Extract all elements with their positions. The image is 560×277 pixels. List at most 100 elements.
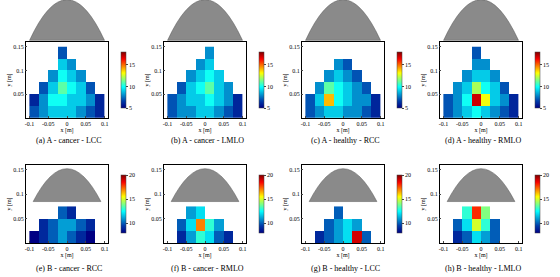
svg-text:y [m]: y [m] (420, 197, 427, 210)
svg-text:-0.1: -0.1 (25, 246, 35, 252)
svg-text:-0.05: -0.05 (456, 246, 469, 252)
svg-text:0.15: 0.15 (289, 44, 300, 50)
svg-text:0.05: 0.05 (81, 121, 92, 127)
svg-text:0: 0 (342, 246, 345, 252)
svg-text:0.1: 0.1 (292, 191, 300, 197)
svg-text:-0.1: -0.1 (163, 246, 173, 252)
svg-text:x [m]: x [m] (198, 127, 211, 134)
svg-text:0.1: 0.1 (239, 246, 247, 252)
svg-text:0: 0 (204, 121, 207, 127)
svg-text:0.05: 0.05 (151, 216, 162, 222)
svg-text:y [m]: y [m] (144, 197, 151, 210)
svg-text:20: 20 (543, 172, 549, 178)
svg-text:20: 20 (267, 172, 273, 178)
svg-text:0.05: 0.05 (219, 246, 230, 252)
svg-text:5: 5 (267, 105, 270, 111)
svg-text:0.05: 0.05 (427, 216, 438, 222)
svg-text:x [m]: x [m] (60, 252, 73, 259)
svg-text:-0.1: -0.1 (439, 121, 449, 127)
svg-text:0: 0 (342, 121, 345, 127)
svg-text:20: 20 (405, 172, 411, 178)
svg-text:x [m]: x [m] (198, 252, 211, 259)
svg-text:20: 20 (129, 172, 135, 178)
svg-text:0.1: 0.1 (154, 191, 162, 197)
svg-text:y [m]: y [m] (144, 73, 151, 86)
svg-text:y [m]: y [m] (282, 197, 289, 210)
svg-text:0.1: 0.1 (292, 68, 300, 74)
svg-text:y [m]: y [m] (6, 73, 13, 86)
svg-text:0.05: 0.05 (219, 121, 230, 127)
svg-text:-0.05: -0.05 (42, 246, 55, 252)
svg-text:15: 15 (267, 62, 273, 68)
svg-text:0.05: 0.05 (289, 216, 300, 222)
svg-text:10: 10 (405, 84, 411, 90)
svg-text:10: 10 (543, 220, 549, 226)
svg-text:-0.1: -0.1 (163, 121, 173, 127)
svg-text:0.15: 0.15 (13, 167, 24, 173)
svg-text:0.1: 0.1 (239, 121, 247, 127)
svg-text:-0.05: -0.05 (456, 121, 469, 127)
svg-text:0.05: 0.05 (81, 246, 92, 252)
svg-text:(a) A - cancer - LCC: (a) A - cancer - LCC (36, 136, 102, 145)
svg-text:10: 10 (267, 84, 273, 90)
svg-text:(h) B - healthy - LMLO: (h) B - healthy - LMLO (445, 264, 521, 273)
svg-text:0.1: 0.1 (16, 191, 24, 197)
svg-text:-0.05: -0.05 (42, 121, 55, 127)
svg-text:-0.05: -0.05 (180, 121, 193, 127)
svg-text:-0.1: -0.1 (25, 121, 35, 127)
svg-text:0.05: 0.05 (495, 121, 506, 127)
svg-text:y [m]: y [m] (420, 73, 427, 86)
svg-text:x [m]: x [m] (474, 252, 487, 259)
svg-text:(b) A - cancer - LMLO: (b) A - cancer - LMLO (171, 136, 244, 145)
svg-text:15: 15 (543, 196, 549, 202)
svg-text:0.15: 0.15 (151, 44, 162, 50)
svg-text:0.05: 0.05 (151, 91, 162, 97)
svg-text:0.05: 0.05 (289, 91, 300, 97)
svg-text:y [m]: y [m] (6, 197, 13, 210)
svg-text:15: 15 (405, 196, 411, 202)
svg-text:0.05: 0.05 (357, 246, 368, 252)
svg-text:15: 15 (543, 62, 549, 68)
svg-text:0: 0 (66, 121, 69, 127)
svg-text:0: 0 (204, 246, 207, 252)
svg-text:0.1: 0.1 (16, 68, 24, 74)
svg-text:5: 5 (405, 105, 408, 111)
svg-text:0.15: 0.15 (13, 44, 24, 50)
svg-text:0.15: 0.15 (427, 44, 438, 50)
svg-text:10: 10 (543, 84, 549, 90)
svg-text:5: 5 (129, 105, 132, 111)
svg-text:-0.05: -0.05 (180, 246, 193, 252)
svg-text:x [m]: x [m] (336, 127, 349, 134)
svg-text:(g) B - healthy - LCC: (g) B - healthy - LCC (311, 264, 380, 273)
svg-text:(c) A - healthy - RCC: (c) A - healthy - RCC (311, 136, 380, 145)
svg-text:15: 15 (267, 196, 273, 202)
svg-text:-0.1: -0.1 (439, 246, 449, 252)
svg-text:0.1: 0.1 (430, 191, 438, 197)
svg-text:-0.05: -0.05 (318, 246, 331, 252)
svg-text:y [m]: y [m] (282, 73, 289, 86)
svg-text:(e) B - cancer - RCC: (e) B - cancer - RCC (36, 264, 102, 273)
svg-text:0.1: 0.1 (101, 246, 109, 252)
svg-text:0.1: 0.1 (515, 246, 523, 252)
svg-text:0.1: 0.1 (154, 68, 162, 74)
svg-text:x [m]: x [m] (60, 127, 73, 134)
svg-text:0.1: 0.1 (377, 246, 385, 252)
svg-text:(f) B - cancer - RMLO: (f) B - cancer - RMLO (171, 264, 244, 273)
svg-text:15: 15 (129, 196, 135, 202)
svg-text:0.05: 0.05 (13, 216, 24, 222)
svg-text:15: 15 (405, 62, 411, 68)
svg-text:0.05: 0.05 (357, 121, 368, 127)
svg-text:0.05: 0.05 (13, 91, 24, 97)
svg-text:x [m]: x [m] (474, 127, 487, 134)
svg-text:10: 10 (267, 220, 273, 226)
svg-text:-0.1: -0.1 (301, 121, 311, 127)
svg-text:0.05: 0.05 (427, 91, 438, 97)
svg-text:5: 5 (543, 105, 546, 111)
svg-text:0.1: 0.1 (515, 121, 523, 127)
svg-text:-0.1: -0.1 (301, 246, 311, 252)
svg-text:0.1: 0.1 (377, 121, 385, 127)
svg-text:10: 10 (405, 220, 411, 226)
svg-text:15: 15 (129, 62, 135, 68)
svg-text:x [m]: x [m] (336, 252, 349, 259)
svg-text:10: 10 (129, 84, 135, 90)
